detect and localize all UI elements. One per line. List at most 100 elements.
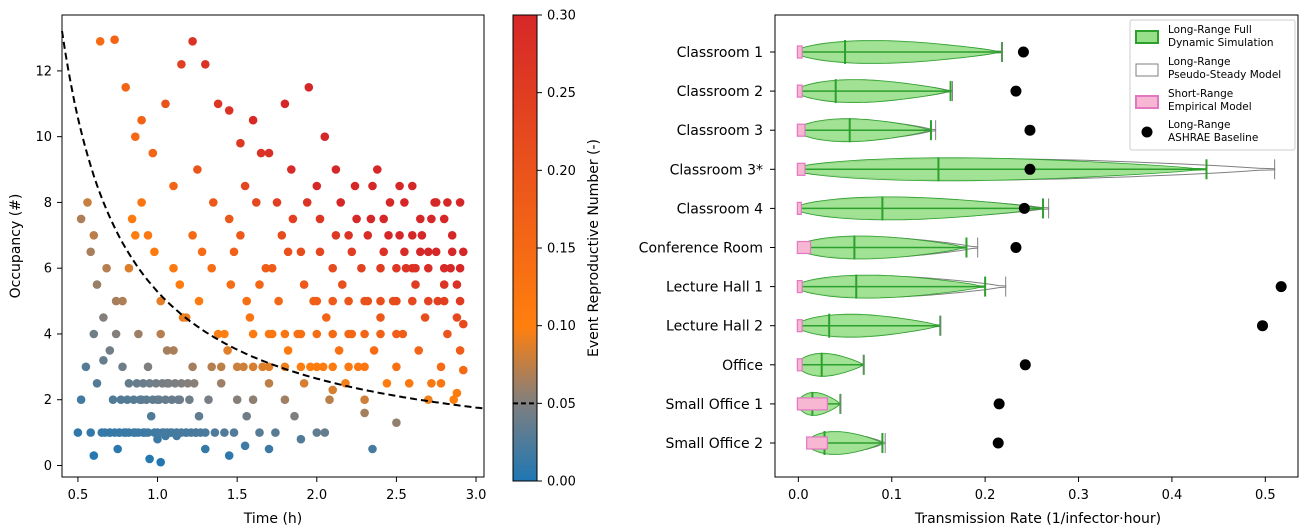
legend: Long-Range Full Dynamic Simulation Long-… bbox=[1129, 19, 1296, 151]
scatter-point bbox=[368, 181, 377, 191]
scatter-point bbox=[280, 99, 290, 109]
scatter-point bbox=[255, 428, 264, 437]
scatter-y-tick-label: 6 bbox=[44, 262, 52, 277]
scatter-point bbox=[194, 411, 204, 421]
scatter-point bbox=[175, 280, 185, 289]
scatter-point bbox=[173, 395, 183, 405]
scatter-point bbox=[123, 395, 132, 405]
legend-label-ashrae-line2: ASHRAE Baseline bbox=[1168, 132, 1258, 144]
scatter-point bbox=[92, 379, 102, 388]
violin-short-range bbox=[796, 240, 812, 255]
violin-x-ticks: 0.0 0.1 0.2 0.3 0.4 0.5 bbox=[788, 477, 1276, 503]
scatter-point bbox=[264, 444, 274, 454]
scatter-point bbox=[255, 280, 264, 289]
violin-category-label: Classroom 3 bbox=[677, 123, 763, 139]
scatter-x-tick-label: 2.5 bbox=[386, 488, 407, 503]
scatter-point bbox=[209, 198, 218, 207]
scatter-point bbox=[264, 362, 274, 372]
scatter-point bbox=[111, 296, 121, 306]
scatter-point bbox=[302, 198, 312, 207]
scatter-point bbox=[443, 198, 452, 207]
scatter-point bbox=[328, 385, 338, 395]
scatter-point bbox=[369, 346, 379, 355]
scatter-point bbox=[436, 379, 446, 388]
scatter-point bbox=[194, 296, 204, 306]
scatter-point bbox=[220, 329, 229, 339]
scatter-point bbox=[239, 362, 248, 372]
violin-category-label: Office bbox=[722, 358, 763, 374]
scatter-point bbox=[288, 214, 298, 224]
violin-category-label: Classroom 4 bbox=[677, 201, 763, 217]
scatter-point bbox=[86, 247, 95, 257]
scatter-point bbox=[226, 280, 236, 289]
scatter-point bbox=[312, 296, 322, 306]
scatter-point bbox=[251, 198, 261, 207]
scatter-point bbox=[416, 247, 425, 257]
scatter-point bbox=[443, 329, 452, 339]
scatter-point bbox=[283, 346, 293, 355]
ashrae-baseline-point bbox=[1010, 242, 1022, 253]
scatter-point bbox=[439, 296, 449, 306]
scatter-point bbox=[447, 247, 457, 257]
scatter-point bbox=[164, 379, 173, 388]
scatter-point bbox=[183, 379, 193, 388]
scatter-point bbox=[274, 296, 283, 306]
scatter-point bbox=[146, 411, 156, 421]
scatter-point bbox=[118, 362, 127, 372]
scatter-point bbox=[213, 329, 223, 339]
scatter-point bbox=[360, 296, 369, 306]
scatter-point bbox=[395, 181, 404, 191]
scatter-point bbox=[261, 263, 271, 273]
ashrae-baseline-point bbox=[1275, 281, 1287, 293]
scatter-point bbox=[156, 457, 165, 467]
scatter-point bbox=[401, 263, 411, 273]
violin-x-tick-label: 0.1 bbox=[881, 488, 902, 503]
scatter-point bbox=[108, 395, 118, 405]
scatter-x-ticks: 0.5 1.0 1.5 2.0 2.5 3.0 bbox=[68, 477, 487, 503]
scatter-point bbox=[73, 428, 83, 437]
legend-label-pseudo-steady: Long-Range Pseudo-Steady Model bbox=[1168, 56, 1281, 81]
scatter-point bbox=[148, 395, 158, 405]
scatter-point bbox=[232, 362, 242, 372]
legend-swatch-pseudo-steady bbox=[1135, 63, 1159, 77]
scatter-point bbox=[138, 379, 148, 388]
scatter-point bbox=[360, 362, 369, 372]
violin-short-range bbox=[796, 123, 806, 137]
scatter-y-tick-label: 10 bbox=[35, 130, 52, 145]
scatter-point bbox=[436, 362, 446, 372]
scatter-point bbox=[177, 60, 186, 69]
scatter-point bbox=[408, 181, 417, 191]
scatter-point bbox=[277, 231, 287, 240]
legend-swatch-full-dynamic bbox=[1135, 30, 1159, 44]
scatter-point bbox=[459, 365, 468, 375]
scatter-point bbox=[158, 379, 167, 388]
scatter-x-tick-label: 3.0 bbox=[466, 488, 487, 503]
colorbar-tick-label: 0.30 bbox=[547, 9, 576, 24]
legend-label-ashrae-line1: Long-Range bbox=[1168, 119, 1230, 131]
scatter-point bbox=[213, 99, 223, 109]
legend-marker-ashrae bbox=[1141, 126, 1153, 138]
scatter-point bbox=[353, 362, 363, 372]
scatter-point bbox=[306, 362, 315, 372]
scatter-point bbox=[336, 198, 346, 207]
scatter-point bbox=[229, 428, 239, 437]
scatter-point bbox=[408, 231, 417, 240]
colorbar-tick-label: 0.15 bbox=[547, 242, 576, 257]
ashrae-baseline-point bbox=[1024, 124, 1036, 136]
scatter-point bbox=[344, 296, 353, 306]
scatter-point bbox=[411, 263, 420, 273]
scatter-y-label: Occupancy (#) bbox=[8, 194, 24, 299]
scatter-point bbox=[392, 418, 401, 428]
violin-short-range bbox=[796, 162, 806, 176]
scatter-point bbox=[424, 296, 433, 306]
scatter-point bbox=[92, 280, 102, 289]
scatter-point bbox=[236, 231, 245, 240]
scatter-point bbox=[299, 379, 309, 388]
scatter-point bbox=[452, 313, 462, 322]
scatter-point bbox=[124, 263, 134, 273]
scatter-y-tick-label: 8 bbox=[44, 196, 52, 211]
ashrae-baseline-point bbox=[1019, 359, 1031, 371]
legend-label-full-dynamic-line1: Long-Range Full bbox=[1168, 24, 1252, 36]
scatter-point bbox=[439, 263, 449, 273]
scatter-point bbox=[420, 313, 430, 322]
